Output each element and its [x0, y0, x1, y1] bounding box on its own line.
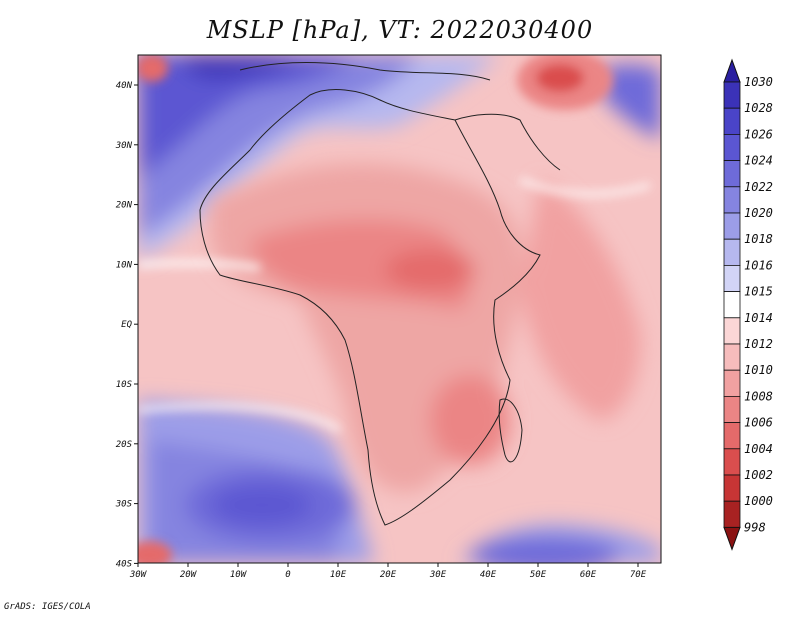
- x-tick-label: 60E: [580, 570, 597, 580]
- x-tick-label: 20E: [380, 570, 397, 580]
- colorbar-label: 1000: [744, 494, 773, 508]
- colorbar-swatch: [723, 395, 741, 423]
- y-tick-label: 20N: [116, 201, 133, 211]
- y-tick-label: 30S: [115, 500, 133, 510]
- y-tick-label: 30N: [115, 141, 133, 151]
- mslp-map: 30W 20W 10W 0 10E 20E 30E 40E 50E 60E 70E 40N 30N 20N…: [115, 54, 773, 580]
- colorbar-label: 1004: [744, 442, 773, 456]
- x-tick-label: 50E: [530, 570, 547, 580]
- x-tick-label: 30E: [429, 570, 447, 580]
- colorbar-swatch: [723, 343, 741, 371]
- pressure-field: [138, 55, 661, 563]
- credit-label: GrADS: IGES/COLA: [4, 602, 91, 612]
- colorbar-label: 1024: [744, 154, 773, 168]
- colorbar-label: 998: [744, 520, 766, 534]
- x-tick-label: 30W: [129, 570, 148, 580]
- colorbar-label: 1026: [744, 127, 773, 141]
- colorbar-top-arrow: [723, 58, 741, 83]
- colorbar-swatch: [723, 369, 741, 397]
- x-tick-label: 40E: [480, 570, 497, 580]
- x-tick-label: 10E: [330, 570, 347, 580]
- colorbar-label: 1012: [744, 337, 773, 351]
- colorbar-label: 1030: [744, 75, 773, 89]
- colorbar: 1030 1028 1026 1024 1022 1020 1018 1016 1015 1014…: [723, 58, 773, 551]
- colorbar-swatch: [723, 500, 741, 528]
- axis-ticks: 30W 20W 10W 0 10E 20E 30E 40E 50E 60E 70E 40N 30N 20N…: [115, 81, 647, 580]
- x-tick-label: 10W: [230, 570, 248, 580]
- y-tick-label: 40S: [116, 559, 133, 569]
- x-tick-label: 0: [285, 570, 290, 580]
- colorbar-swatch: [723, 133, 741, 161]
- colorbar-swatch: [723, 238, 741, 266]
- colorbar-swatch: [723, 448, 741, 476]
- y-tick-label: 10S: [116, 380, 133, 390]
- colorbar-label: 1008: [744, 389, 773, 403]
- colorbar-swatch: [723, 291, 741, 319]
- y-tick-label: 10N: [116, 260, 133, 270]
- colorbar-label: 1028: [744, 101, 773, 115]
- y-tick-label: 40N: [116, 81, 133, 91]
- colorbar-swatch: [723, 160, 741, 188]
- colorbar-label: 1016: [744, 258, 773, 272]
- colorbar-label: 1020: [744, 206, 773, 220]
- colorbar-swatch: [723, 81, 741, 109]
- colorbar-label: 1002: [744, 468, 773, 482]
- colorbar-swatch: [723, 107, 741, 135]
- colorbar-label: 1022: [744, 180, 773, 194]
- colorbar-swatch: [723, 186, 741, 214]
- colorbar-bottom-arrow: [723, 526, 741, 551]
- colorbar-label: 1010: [744, 363, 773, 377]
- colorbar-swatch: [723, 212, 741, 240]
- map-title: MSLP [hPa], VT: 2022030400: [206, 16, 594, 44]
- colorbar-label: 1018: [744, 232, 773, 246]
- x-tick-label: 20W: [180, 570, 198, 580]
- colorbar-label: 1015: [744, 285, 773, 299]
- colorbar-swatch: [723, 317, 741, 345]
- colorbar-swatch: [723, 422, 741, 450]
- colorbar-swatch: [723, 474, 741, 502]
- colorbar-label: 1006: [744, 416, 773, 430]
- colorbar-swatch: [723, 264, 741, 292]
- plot-frame: [137, 54, 662, 564]
- x-tick-label: 70E: [630, 570, 647, 580]
- colorbar-label: 1014: [744, 311, 773, 325]
- y-tick-label: 20S: [116, 440, 133, 450]
- y-tick-label: EQ: [121, 320, 132, 330]
